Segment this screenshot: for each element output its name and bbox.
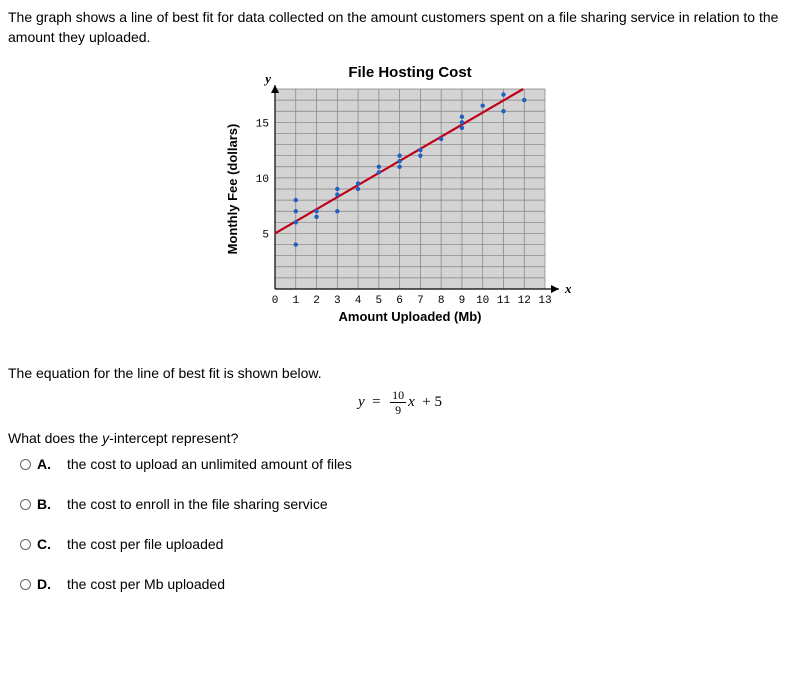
option-text: the cost to upload an unlimited amount o… — [67, 456, 352, 472]
svg-text:3: 3 — [334, 295, 341, 307]
svg-text:13: 13 — [538, 295, 551, 307]
radio-icon[interactable] — [20, 579, 31, 590]
svg-text:8: 8 — [438, 295, 445, 307]
option-B[interactable]: B. the cost to enroll in the file sharing… — [20, 496, 792, 512]
svg-text:11: 11 — [497, 295, 511, 307]
radio-icon[interactable] — [20, 499, 31, 510]
option-D[interactable]: D. the cost per Mb uploaded — [20, 576, 792, 592]
svg-text:9: 9 — [459, 295, 466, 307]
svg-text:File Hosting Cost: File Hosting Cost — [348, 64, 471, 81]
option-letter: B. — [37, 496, 53, 512]
equation: y = 109x + 5 — [8, 389, 792, 416]
svg-text:10: 10 — [476, 295, 489, 307]
option-text: the cost per file uploaded — [67, 536, 223, 552]
svg-text:x: x — [564, 281, 572, 296]
chart-region: File Hosting Costy0123456789101112135101… — [8, 59, 792, 349]
option-letter: D. — [37, 576, 53, 592]
svg-text:Amount Uploaded (Mb): Amount Uploaded (Mb) — [339, 309, 482, 324]
svg-text:4: 4 — [355, 295, 362, 307]
svg-text:y: y — [263, 71, 271, 86]
svg-text:0: 0 — [272, 295, 279, 307]
svg-text:15: 15 — [256, 119, 269, 131]
question-two: What does the y-intercept represent? — [8, 430, 792, 446]
svg-text:2: 2 — [313, 295, 320, 307]
option-letter: C. — [37, 536, 53, 552]
option-letter: A. — [37, 456, 53, 472]
radio-icon[interactable] — [20, 459, 31, 470]
question-text: The graph shows a line of best fit for d… — [8, 8, 792, 47]
option-C[interactable]: C. the cost per file uploaded — [20, 536, 792, 552]
scatter-chart: File Hosting Costy0123456789101112135101… — [205, 59, 595, 349]
svg-text:5: 5 — [262, 230, 269, 242]
svg-text:5: 5 — [376, 295, 383, 307]
equation-intro: The equation for the line of best fit is… — [8, 365, 792, 381]
svg-text:1: 1 — [292, 295, 299, 307]
option-text: the cost to enroll in the file sharing s… — [67, 496, 328, 512]
svg-text:Monthly Fee (dollars): Monthly Fee (dollars) — [225, 124, 240, 255]
svg-text:12: 12 — [518, 295, 531, 307]
answer-options: A. the cost to upload an unlimited amount… — [20, 456, 792, 592]
option-text: the cost per Mb uploaded — [67, 576, 225, 592]
svg-text:7: 7 — [417, 295, 424, 307]
svg-text:10: 10 — [256, 174, 269, 186]
radio-icon[interactable] — [20, 539, 31, 550]
svg-text:6: 6 — [396, 295, 403, 307]
option-A[interactable]: A. the cost to upload an unlimited amount… — [20, 456, 792, 472]
